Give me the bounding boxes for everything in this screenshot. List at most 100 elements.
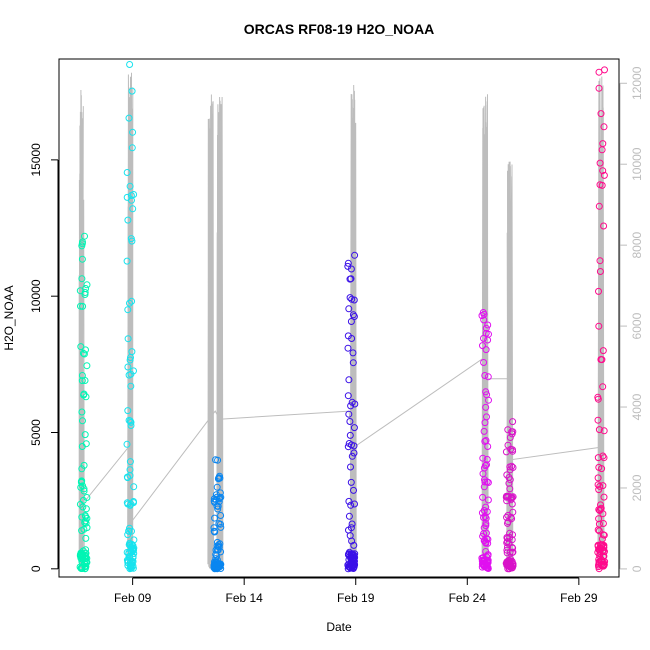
data-point <box>77 343 85 351</box>
data-point <box>599 520 607 527</box>
data-point <box>127 382 135 390</box>
data-point <box>346 418 354 425</box>
data-point <box>594 416 602 424</box>
data-point <box>482 503 490 511</box>
data-point <box>600 123 608 131</box>
y2-tick-label: 6000 <box>630 312 644 339</box>
data-point <box>506 565 514 573</box>
data-point <box>595 527 603 535</box>
data-point <box>482 462 489 470</box>
x-axis-title: Date <box>326 620 352 634</box>
data-point <box>214 562 221 570</box>
data-point <box>506 434 514 441</box>
plot-border <box>58 58 620 578</box>
data-point <box>80 487 88 495</box>
data-point <box>483 391 491 399</box>
data-point <box>78 408 86 416</box>
data-point <box>347 463 354 471</box>
data-point <box>82 505 90 513</box>
data-point <box>345 526 352 534</box>
data-point <box>483 455 491 463</box>
data-point <box>126 356 134 364</box>
data-point <box>82 519 90 527</box>
data-point <box>128 144 136 152</box>
data-point <box>124 216 132 224</box>
data-point <box>345 305 353 313</box>
data-point <box>351 500 358 508</box>
data-point <box>597 504 605 512</box>
data-point <box>595 202 603 210</box>
data-point <box>128 544 136 552</box>
data-point <box>346 431 354 439</box>
data-point <box>80 350 88 358</box>
data-point <box>347 478 355 486</box>
data-point <box>83 362 91 370</box>
data-point <box>509 447 517 455</box>
data-point <box>347 402 355 410</box>
data-point <box>79 349 87 357</box>
data-point <box>126 524 133 532</box>
data-point <box>505 492 513 500</box>
data-point <box>594 454 602 462</box>
data-point <box>599 383 607 391</box>
data-point <box>509 508 517 516</box>
secondary-spike <box>127 72 134 569</box>
data-point <box>128 87 136 95</box>
x-tick-label: Feb 19 <box>337 591 375 605</box>
y-axis-title: H2O_NOAA <box>2 285 16 350</box>
data-point <box>345 410 353 418</box>
data-point <box>216 540 224 548</box>
data-point <box>125 527 133 535</box>
data-point <box>483 561 491 569</box>
data-point <box>348 452 356 460</box>
data-point <box>482 346 490 354</box>
data-point <box>509 493 517 501</box>
data-point <box>350 424 358 432</box>
data-point <box>595 426 603 434</box>
data-point <box>124 335 132 343</box>
data-point <box>350 449 358 457</box>
data-point <box>345 512 353 520</box>
data-point <box>506 463 514 471</box>
data-point <box>507 445 515 453</box>
data-point <box>480 507 488 514</box>
data-point <box>127 422 135 429</box>
data-point <box>482 388 490 396</box>
data-point <box>123 169 131 176</box>
data-point <box>480 427 488 435</box>
data-point <box>124 363 132 371</box>
data-point <box>82 346 89 354</box>
data-point <box>80 390 88 398</box>
secondary-spike <box>506 161 514 569</box>
data-point <box>350 442 358 450</box>
data-point <box>481 372 489 379</box>
data-point <box>126 458 134 466</box>
data-point <box>344 332 352 340</box>
data-point <box>596 268 604 275</box>
data-point <box>129 128 137 136</box>
data-point <box>484 373 492 381</box>
y2-tick-label: 8000 <box>630 231 644 258</box>
data-point <box>82 534 90 542</box>
data-point <box>347 265 355 273</box>
y2-tick-label: 4000 <box>630 393 644 420</box>
y2-tick-label: 2000 <box>630 474 644 501</box>
data-point <box>482 522 490 530</box>
data-point <box>504 426 512 434</box>
data-point <box>78 477 86 485</box>
data-point <box>126 466 134 474</box>
data-point <box>83 494 91 501</box>
data-point <box>214 456 222 464</box>
data-point <box>126 182 134 190</box>
data-point <box>351 561 359 569</box>
y-tick-label: 15000 <box>29 143 43 177</box>
data-point <box>599 546 607 554</box>
data-point <box>480 359 488 366</box>
secondary-spike <box>349 84 357 569</box>
data-point <box>482 520 490 527</box>
data-point <box>129 205 137 213</box>
data-point <box>595 515 603 523</box>
data-point <box>210 564 218 572</box>
data-point <box>598 556 606 564</box>
data-point <box>505 474 513 481</box>
